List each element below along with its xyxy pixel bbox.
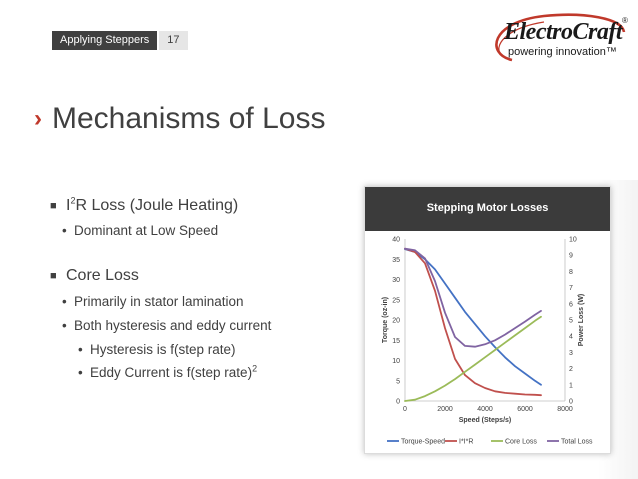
- y2-tick-label: 7: [569, 285, 573, 292]
- y2-tick-label: 9: [569, 253, 573, 260]
- title-chevron-icon: ›: [34, 105, 42, 132]
- series-line-3: [404, 247, 542, 348]
- bullet-core-loss: ■ Core Loss: [40, 266, 139, 286]
- x-tick-label: 4000: [477, 406, 493, 413]
- x-axis-title: Speed (Steps/s): [459, 417, 512, 424]
- logo-tagline: powering innovation™: [508, 46, 617, 58]
- bullet-eddy-text: Eddy Current is f(step rate): [90, 365, 253, 380]
- bullet-eddy-superscript: 2: [252, 363, 258, 374]
- bullet-joule-sub-text: Dominant at Low Speed: [74, 223, 219, 238]
- y2-tick-label: 0: [569, 399, 573, 406]
- dot-bullet-icon: •: [78, 365, 83, 380]
- y2-axis-title: Power Loss (W): [578, 294, 585, 347]
- section-label: Applying Steppers: [52, 31, 158, 50]
- y2-tick-label: 1: [569, 382, 573, 389]
- dot-bullet-icon: •: [78, 342, 83, 357]
- y-axis-title: Torque (oz-in): [382, 297, 389, 343]
- bullet-hysteresis: • Hysteresis is f(step rate): [40, 341, 236, 359]
- legend-label-3: Total Loss: [561, 439, 593, 446]
- dot-bullet-icon: •: [62, 223, 67, 238]
- y2-tick-label: 6: [569, 301, 573, 308]
- logo-name: ElectroCraft: [504, 19, 623, 45]
- y-tick-label: 10: [392, 358, 400, 365]
- page-number: 17: [159, 31, 188, 50]
- y-tick-label: 0: [396, 399, 400, 406]
- legend-label-2: Core Loss: [505, 439, 537, 446]
- y-tick-label: 15: [392, 338, 400, 345]
- legend-label-0: Torque-Speed: [401, 439, 445, 446]
- y-tick-label: 35: [392, 257, 400, 264]
- dot-bullet-icon: •: [62, 294, 67, 309]
- bullet-joule-superscript: 2: [70, 195, 76, 206]
- bullet-joule-sub: • Dominant at Low Speed: [40, 222, 218, 240]
- bullet-core-text: Core Loss: [66, 267, 139, 284]
- x-tick-label: 6000: [517, 406, 533, 413]
- y2-tick-label: 5: [569, 318, 573, 325]
- bullet-joule-text-pre: I: [66, 197, 71, 214]
- x-tick-label: 2000: [437, 406, 453, 413]
- y-tick-label: 40: [392, 237, 400, 244]
- square-bullet-icon: ■: [50, 200, 57, 212]
- chart-panel: Stepping Motor Losses 0 5 10 15 20 25 30 35 40 0 1…: [364, 186, 611, 454]
- x-tick-label: 0: [403, 406, 407, 413]
- slide-title: Mechanisms of Loss: [52, 102, 326, 135]
- bullet-hysteresis-text: Hysteresis is f(step rate): [90, 342, 236, 357]
- series-line-0: [404, 248, 542, 386]
- chart-title-bar: [365, 187, 610, 231]
- bullet-eddy: • Eddy Current is f(step rate)2: [40, 364, 257, 382]
- dot-bullet-icon: •: [62, 318, 67, 333]
- bullet-core-sub-1: • Primarily in stator lamination: [40, 293, 244, 311]
- y-tick-label: 5: [396, 378, 400, 385]
- header-bar: Applying Steppers 17: [52, 31, 188, 50]
- stepping-motor-losses-chart: 0 5 10 15 20 25 30 35 40 0 1 2 3 4 5 6 7 8 9 10 0 2000 4000 600…: [382, 237, 593, 446]
- bullet-joule-text-post: R Loss (Joule Heating): [75, 197, 239, 214]
- electrocraft-logo: ElectroCraft ® powering innovation™: [484, 10, 634, 70]
- y2-tick-label: 4: [569, 334, 573, 341]
- square-bullet-icon: ■: [50, 270, 57, 282]
- legend-label-1: I*I*R: [459, 439, 473, 446]
- y2-tick-label: 8: [569, 269, 573, 276]
- x-tick-label: 8000: [557, 406, 573, 413]
- y2-tick-label: 3: [569, 350, 573, 357]
- bullet-core-sub-2: • Both hysteresis and eddy current: [40, 317, 271, 335]
- logo-registered-mark: ®: [622, 16, 628, 25]
- y2-tick-label: 2: [569, 366, 573, 373]
- series-line-2: [404, 315, 542, 402]
- y-tick-label: 25: [392, 297, 400, 304]
- bullet-core-sub-2-text: Both hysteresis and eddy current: [74, 318, 272, 333]
- y-tick-label: 30: [392, 277, 400, 284]
- y-tick-label: 20: [392, 318, 400, 325]
- series-line-1: [404, 247, 542, 397]
- bullet-core-sub-1-text: Primarily in stator lamination: [74, 294, 244, 309]
- y2-tick-label: 10: [569, 237, 577, 244]
- bullet-joule-loss: ■ I2R Loss (Joule Heating): [40, 196, 238, 216]
- logo-swoosh-icon: [495, 13, 626, 62]
- chart-title: Stepping Motor Losses: [426, 202, 549, 214]
